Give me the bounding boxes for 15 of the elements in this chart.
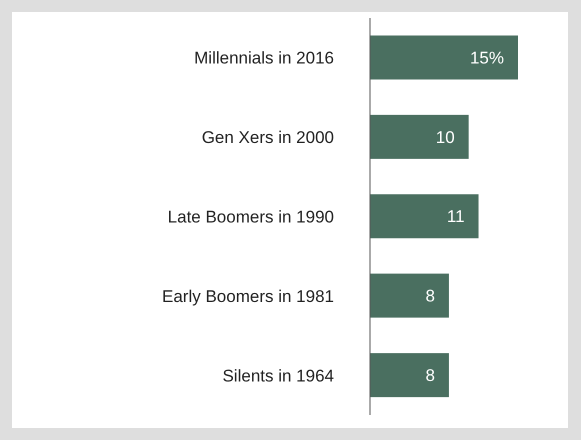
bar — [370, 194, 479, 238]
y-tick-label: Silents in 1964 — [222, 366, 334, 386]
y-tick-label: Late Boomers in 1990 — [168, 208, 334, 227]
bar — [370, 114, 469, 159]
data-label: 8 — [425, 366, 435, 386]
data-label: 8 — [425, 286, 435, 306]
y-tick-label: Early Boomers in 1981 — [162, 286, 334, 306]
bar — [370, 35, 518, 80]
bar — [370, 353, 449, 398]
y-tick-label: Millennials in 2016 — [194, 48, 334, 68]
data-label: 10 — [436, 128, 455, 147]
data-label: 15% — [470, 48, 504, 68]
data-label: 11 — [446, 207, 465, 226]
y-tick-label: Gen Xers in 2000 — [202, 128, 334, 148]
bar — [370, 274, 449, 318]
